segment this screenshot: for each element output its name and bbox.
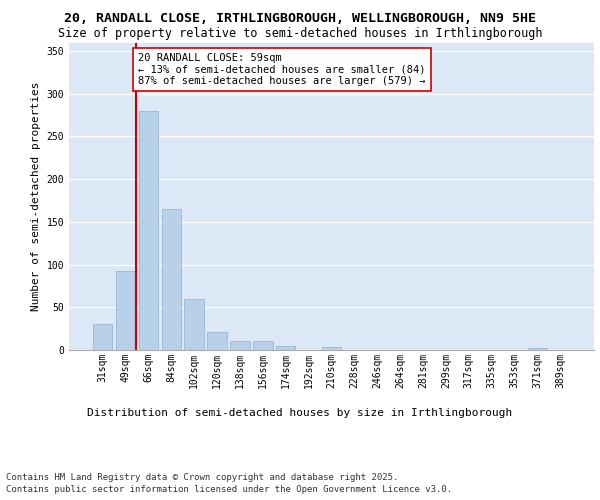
Bar <box>184 298 204 350</box>
Text: Contains HM Land Registry data © Crown copyright and database right 2025.: Contains HM Land Registry data © Crown c… <box>6 474 398 482</box>
Bar <box>116 270 135 350</box>
Text: Contains public sector information licensed under the Open Government Licence v3: Contains public sector information licen… <box>6 485 452 494</box>
Text: Distribution of semi-detached houses by size in Irthlingborough: Distribution of semi-detached houses by … <box>88 408 512 418</box>
Text: Size of property relative to semi-detached houses in Irthlingborough: Size of property relative to semi-detach… <box>58 28 542 40</box>
Bar <box>93 324 112 350</box>
Bar <box>161 209 181 350</box>
Y-axis label: Number of semi-detached properties: Number of semi-detached properties <box>31 82 41 311</box>
Bar <box>208 332 227 350</box>
Bar <box>528 348 547 350</box>
Bar <box>322 346 341 350</box>
Bar <box>253 342 272 350</box>
Bar <box>139 111 158 350</box>
Bar <box>276 346 295 350</box>
Bar <box>230 342 250 350</box>
Text: 20 RANDALL CLOSE: 59sqm
← 13% of semi-detached houses are smaller (84)
87% of se: 20 RANDALL CLOSE: 59sqm ← 13% of semi-de… <box>138 52 425 86</box>
Text: 20, RANDALL CLOSE, IRTHLINGBOROUGH, WELLINGBOROUGH, NN9 5HE: 20, RANDALL CLOSE, IRTHLINGBOROUGH, WELL… <box>64 12 536 24</box>
